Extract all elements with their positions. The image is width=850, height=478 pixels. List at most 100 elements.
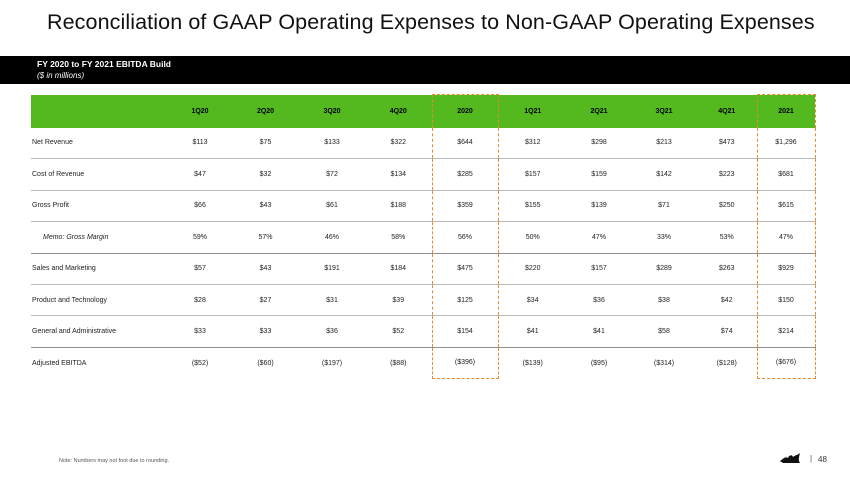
table-cell: $929: [756, 253, 816, 285]
table-cell: $36: [299, 315, 365, 348]
table-cell: $250: [697, 190, 757, 223]
table-cell: $66: [168, 190, 232, 223]
table-row: Sales and Marketing $57 $43 $191 $184 $475 $22…: [31, 253, 816, 285]
table-cell: 56%: [431, 221, 499, 254]
table-cell: $113: [168, 127, 232, 160]
table-cell: $220: [498, 253, 567, 285]
table-cell: $28: [168, 284, 232, 317]
section-banner: FY 2020 to FY 2021 EBITDA Build ($ in mi…: [0, 56, 850, 84]
banner-subheading: ($ in millions): [37, 71, 85, 80]
table-cell: $615: [756, 190, 816, 223]
table-cell: $150: [756, 284, 816, 317]
table-cell: $223: [697, 158, 757, 191]
table-cell: $681: [756, 158, 816, 191]
table-cell: 46%: [299, 221, 365, 254]
table-cell: $184: [365, 253, 432, 285]
table-cell: $155: [498, 190, 567, 223]
table-cell: $47: [168, 158, 232, 191]
table-cell: $157: [567, 253, 631, 285]
column-header: 2Q21: [567, 94, 631, 128]
table-cell: $75: [232, 127, 299, 160]
table-cell: ($139): [522, 359, 543, 367]
column-header: 2Q20: [232, 94, 299, 128]
table-cell: 50%: [498, 221, 567, 254]
page-number: 48: [818, 455, 827, 464]
table-cell: $359: [431, 190, 499, 223]
table-cell: $27: [232, 284, 299, 317]
crown-logo-icon: [780, 453, 800, 463]
table-cell: $125: [431, 284, 499, 317]
table-cell: ($676): [756, 347, 816, 380]
table-row: Product and Technology $28 $27 $31 $39 $125 $3…: [31, 284, 816, 317]
table-cell: $36: [567, 284, 631, 317]
table-cell: $142: [631, 158, 697, 191]
ebitda-table: 1Q20 2Q20 3Q20 4Q20 2020 1Q21 2Q21 3Q21 …: [31, 94, 816, 380]
table-cell: $214: [756, 315, 816, 348]
column-header: 1Q21: [498, 94, 567, 128]
table-row: General and Administrative $33 $33 $36 $52 $1…: [31, 315, 816, 348]
table-cell: $34: [498, 284, 567, 317]
table-cell: $74: [697, 315, 757, 348]
table-cell: 58%: [365, 221, 432, 254]
table-cell: $644: [431, 127, 499, 160]
footnote: Note: Numbers may not foot due to roundi…: [59, 458, 170, 464]
table-cell: $38: [631, 284, 697, 317]
table-cell: 47%: [756, 221, 816, 254]
table-cell: $154: [431, 315, 499, 348]
table-cell: 57%: [232, 221, 299, 254]
row-label: General and Administrative: [31, 315, 168, 348]
table-cell: $298: [567, 127, 631, 160]
table-cell: $134: [365, 158, 432, 191]
table-cell: 59%: [168, 221, 232, 254]
table-cell: ($197): [321, 359, 343, 367]
footer-separator: |: [810, 454, 813, 463]
table-cell: $72: [299, 158, 365, 191]
table-cell: $475: [431, 253, 499, 285]
table-cell: $33: [168, 315, 232, 348]
column-header: 4Q20: [365, 94, 432, 128]
table-cell: $58: [631, 315, 697, 348]
table-cell: $71: [631, 190, 697, 223]
table-cell: $139: [567, 190, 631, 223]
column-header: 2021: [756, 94, 816, 128]
table-cell: $1,296: [756, 127, 816, 160]
table-cell: 47%: [567, 221, 631, 254]
row-label: Adjusted EBITDA: [32, 359, 87, 367]
table-cell: $42: [697, 284, 757, 317]
table-cell: ($95): [590, 359, 608, 367]
table-cell: ($88): [390, 359, 407, 367]
table-cell: $61: [299, 190, 365, 223]
row-label: Cost of Revenue: [31, 158, 168, 191]
row-label: Memo: Gross Margin: [31, 221, 168, 254]
table-cell: $32: [232, 158, 299, 191]
table-header-row: 1Q20 2Q20 3Q20 4Q20 2020 1Q21 2Q21 3Q21 …: [31, 94, 816, 128]
table-cell: ($314): [653, 359, 675, 367]
table-cell: ($128): [716, 359, 737, 367]
row-label: Product and Technology: [31, 284, 168, 317]
table-row: Memo: Gross Margin 59% 57% 46% 58% 56% 50% 47% 3…: [31, 221, 816, 254]
table-cell: $39: [365, 284, 432, 317]
page-title: Reconciliation of GAAP Operating Expense…: [47, 10, 815, 34]
column-header: 3Q21: [631, 94, 697, 128]
row-label: Sales and Marketing: [31, 253, 168, 285]
table-cell: $159: [567, 158, 631, 191]
table-cell: $41: [498, 315, 567, 348]
table-row: Cost of Revenue $47 $32 $72 $134 $285 $157 $159…: [31, 158, 816, 191]
column-header: 2020: [431, 94, 499, 128]
table-cell: $57: [168, 253, 232, 285]
table-cell: $322: [365, 127, 432, 160]
table-row: Gross Profit $66 $43 $61 $188 $359 $155 $139 $71…: [31, 190, 816, 223]
table-cell: $285: [431, 158, 499, 191]
banner-heading: FY 2020 to FY 2021 EBITDA Build: [37, 59, 171, 69]
column-header: 3Q20: [299, 94, 365, 128]
table-cell: ($60): [257, 359, 274, 367]
table-cell: $191: [299, 253, 365, 285]
table-cell: $188: [365, 190, 432, 223]
table-cell: $43: [232, 253, 299, 285]
table-row: Adjusted EBITDA ($52) ($60) ($197) ($88) ($39…: [31, 347, 816, 380]
table-cell: $41: [567, 315, 631, 348]
table-row: Net Revenue $113 $75 $133 $322 $644 $312 $298 $2…: [31, 127, 816, 160]
table-cell: 33%: [631, 221, 697, 254]
table-cell: $43: [232, 190, 299, 223]
table-cell: $289: [631, 253, 697, 285]
